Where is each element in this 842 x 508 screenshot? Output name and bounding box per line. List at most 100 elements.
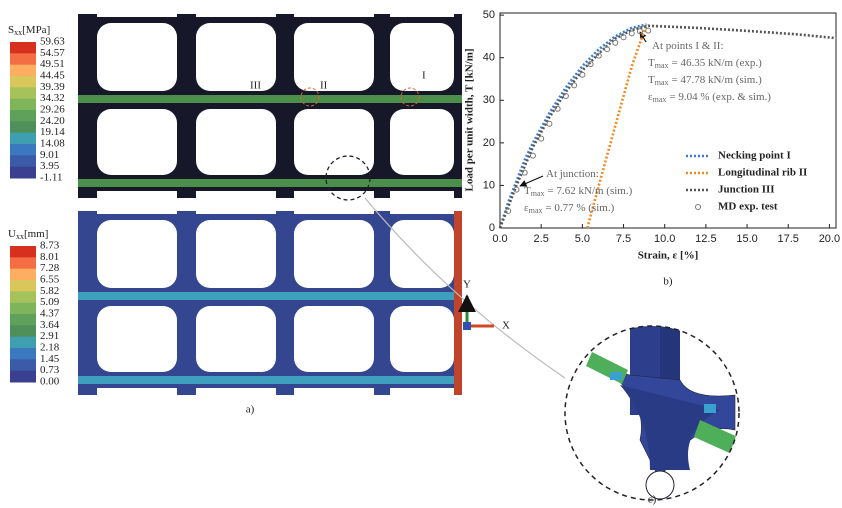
annotation-arrow	[519, 175, 544, 187]
hole	[294, 220, 374, 288]
hole	[294, 23, 374, 91]
hole	[196, 191, 276, 198]
rib-band	[78, 376, 462, 384]
colorbar-label: 39.39	[40, 81, 65, 93]
colorbar-segment	[10, 370, 36, 383]
hole	[390, 388, 454, 395]
hole	[390, 220, 454, 288]
point-label: III	[250, 80, 261, 92]
hole	[196, 211, 276, 214]
hole	[97, 191, 177, 198]
point-label: I	[422, 70, 426, 82]
colorbar-label: 9.01	[40, 149, 59, 161]
data-point	[571, 82, 578, 89]
contour-plot	[78, 14, 462, 198]
annotation-text: = 9.04 % (exp. & sim.)	[669, 91, 771, 103]
data-point	[645, 27, 652, 34]
colorbar-segment	[10, 166, 36, 179]
colorbar-segment	[10, 132, 36, 145]
hole	[294, 211, 374, 214]
panel-label: c)	[648, 494, 657, 506]
hole	[196, 14, 276, 17]
colorbar-segment	[10, 42, 36, 54]
y-tick-label: 30	[483, 94, 495, 106]
contour-plot	[78, 211, 462, 395]
x-tick-label: 12.5	[695, 233, 716, 245]
annotation-text: At points I & II:	[652, 40, 724, 52]
annotation-text: = 46.35 kN/m (exp.)	[672, 57, 763, 69]
panel-label: b)	[663, 276, 673, 288]
annotation: At junction:	[546, 168, 599, 180]
colorbar-segment	[10, 76, 36, 88]
hole	[196, 23, 276, 91]
annotation: Tmax = 47.78 kN/m (sim.)	[648, 74, 762, 87]
series-line	[498, 23, 647, 229]
hole	[97, 211, 177, 214]
hole	[294, 388, 374, 395]
annotation-symbol: T	[648, 74, 655, 86]
hole	[294, 306, 374, 372]
colorbar-segment	[10, 121, 36, 134]
x-tick-label: 10.0	[654, 233, 675, 245]
colorbar-label: 34.32	[40, 92, 65, 104]
annotation-text: = 47.78 kN/m (sim.)	[672, 74, 763, 86]
hole	[196, 109, 276, 175]
colorbar-segment	[10, 302, 36, 315]
colorbar-segment	[10, 314, 36, 326]
colorbar-label: 0.00	[40, 376, 60, 388]
data-point	[595, 52, 602, 59]
x-tick-label: 17.5	[778, 233, 799, 245]
hole	[390, 306, 454, 372]
rib-band	[78, 292, 462, 300]
annotation-text: = 7.62 kN/m (sim.)	[548, 185, 633, 197]
hole	[390, 23, 454, 91]
colorbar-label: -1.11	[40, 172, 63, 184]
colorbar-label: 8.73	[40, 240, 60, 252]
hole	[97, 109, 177, 175]
panel-a: Sxx[MPa]59.6354.5749.5144.4539.3934.3229…	[8, 14, 462, 395]
colorbar-segment	[10, 64, 36, 77]
colorbar-segment	[10, 144, 36, 156]
x-tick-label: 5.0	[575, 233, 590, 245]
annotation-text: = 0.77 % (sim.)	[545, 202, 614, 214]
x-axis-label: Strain, ε [%]	[638, 250, 699, 262]
colorbar-segment	[10, 280, 36, 292]
legend-title: Uxx[mm]	[8, 228, 48, 241]
hole	[97, 14, 177, 17]
legend-swatch	[695, 204, 701, 210]
hole	[294, 14, 374, 17]
data-point	[579, 71, 586, 78]
colorbar-label: 5.82	[40, 285, 59, 297]
panel-label: a)	[246, 404, 255, 416]
data-point	[538, 135, 545, 142]
axes-triad: Y X	[458, 279, 510, 332]
colorbar-label: 3.95	[40, 160, 60, 172]
data-point	[637, 28, 643, 35]
point-marker	[400, 87, 420, 107]
hole	[97, 306, 177, 372]
edge	[454, 211, 462, 395]
data-point	[513, 186, 520, 193]
colorbar-segment	[10, 155, 36, 168]
annotation: At points I & II:	[652, 40, 724, 52]
colorbar-label: 2.91	[40, 330, 59, 342]
hole	[196, 388, 276, 395]
colorbar-label: 2.18	[40, 342, 60, 354]
series-line	[586, 24, 648, 229]
annotation: Tmax = 7.62 kN/m (sim.)	[524, 185, 633, 198]
point-label: II	[320, 80, 328, 92]
hole	[97, 23, 177, 91]
x-tick-label: 7.5	[616, 233, 631, 245]
colorbar-segment	[10, 87, 36, 100]
colorbar-label: 3.64	[40, 319, 60, 331]
legend-title: Sxx[MPa]	[8, 24, 50, 37]
colorbar-label: 4.37	[40, 308, 60, 320]
colorbar-label: 14.08	[40, 138, 65, 150]
x-tick-label: 20.0	[819, 233, 840, 245]
colorbar-label: 1.45	[40, 353, 60, 365]
data-point	[628, 30, 635, 37]
annotation: Tmax = 46.35 kN/m (exp.)	[648, 57, 762, 70]
data-point	[604, 46, 611, 53]
colorbar-segment	[10, 246, 36, 258]
hole	[390, 14, 454, 17]
